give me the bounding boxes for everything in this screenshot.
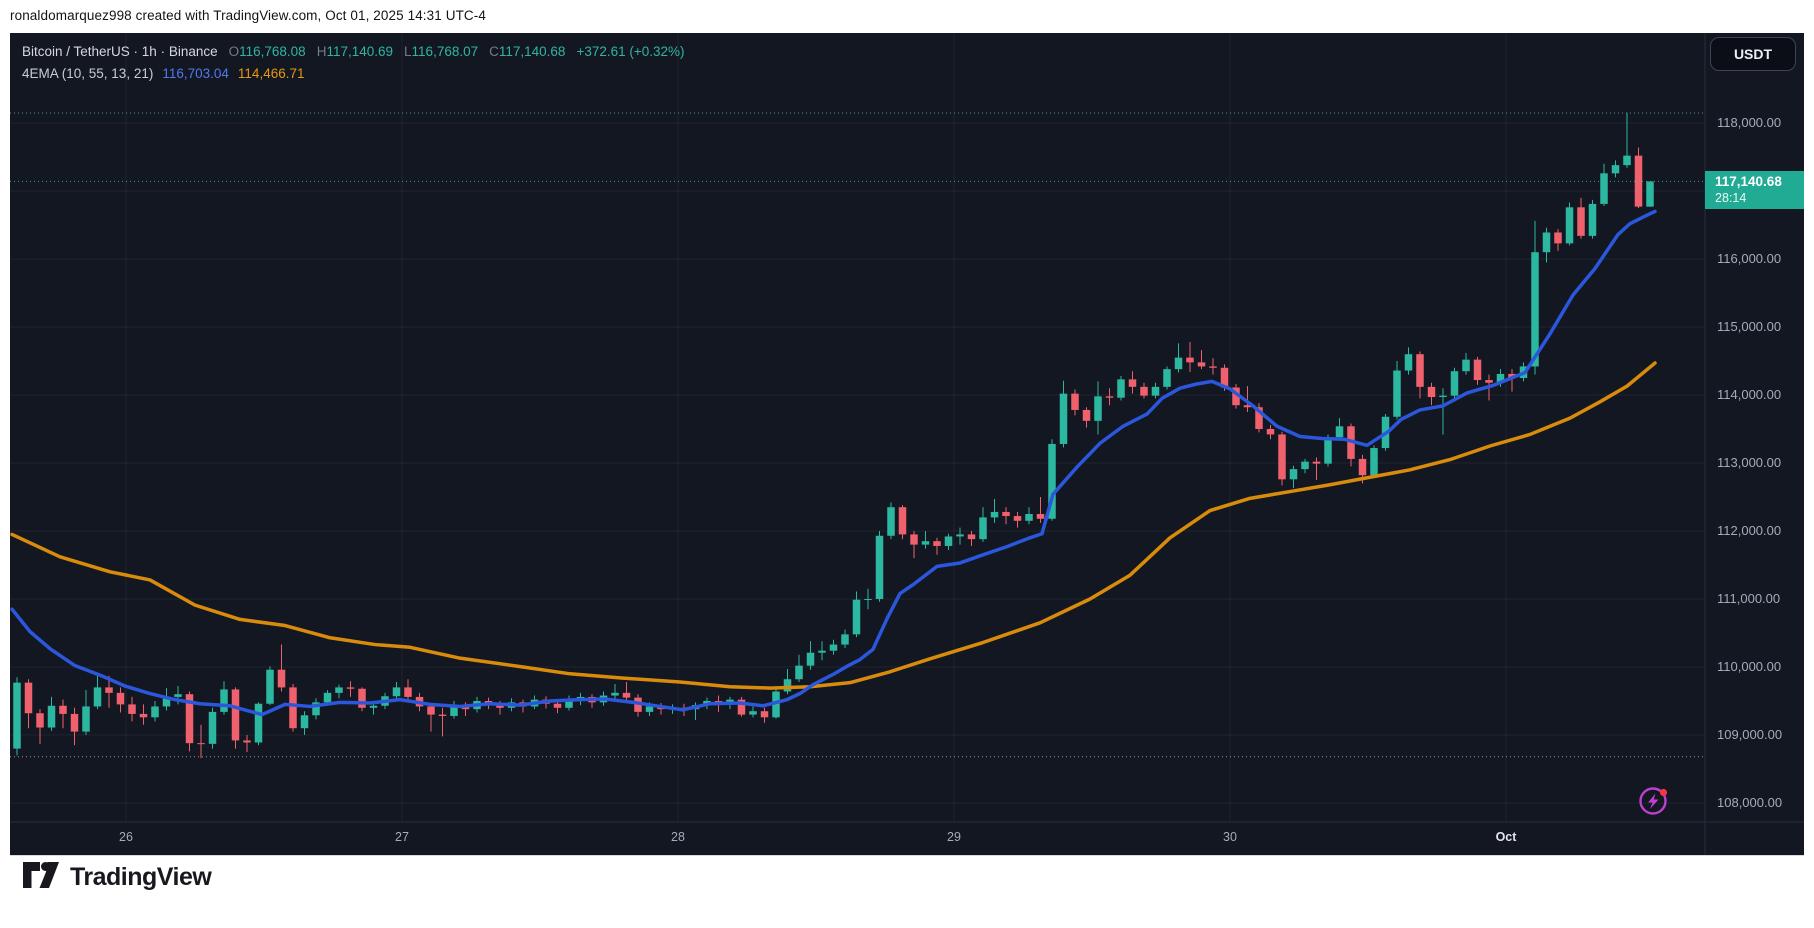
indicator-row: 4EMA (10, 55, 13, 21) 116,703.04 114,466… bbox=[22, 62, 685, 84]
price-tick-label: 114,000.00 bbox=[1717, 387, 1782, 402]
time-tick-label: 26 bbox=[119, 830, 133, 844]
price-tick-label: 110,000.00 bbox=[1717, 659, 1782, 674]
ohlc-open: O116,768.08 bbox=[228, 43, 306, 59]
chart-plot-area[interactable] bbox=[10, 33, 1804, 855]
price-tick-label: 109,000.00 bbox=[1717, 727, 1783, 742]
last-price-label: 117,140.68 28:14 bbox=[1705, 171, 1804, 210]
ema-line-blue[interactable] bbox=[10, 209, 1657, 717]
flash-ideas-icon[interactable] bbox=[1636, 783, 1672, 819]
price-change: +372.61 (+0.32%) bbox=[576, 43, 685, 59]
symbol-title[interactable]: Bitcoin / TetherUS · 1h · Binance bbox=[22, 43, 218, 59]
ohlc-low: L116,768.07 bbox=[404, 43, 479, 59]
chart-container: Bitcoin / TetherUS · 1h · Binance O116,7… bbox=[10, 33, 1804, 856]
tradingview-logo[interactable]: TradingView bbox=[22, 860, 212, 895]
indicator-value-blue: 116,703.04 bbox=[162, 65, 229, 81]
time-tick-label: 27 bbox=[395, 830, 409, 844]
price-tick-label: 115,000.00 bbox=[1717, 319, 1782, 334]
attribution-text: ronaldomarquez998 created with TradingVi… bbox=[10, 8, 486, 23]
price-tick-label: 112,000.00 bbox=[1717, 523, 1782, 538]
indicator-name[interactable]: 4EMA (10, 55, 13, 21) bbox=[22, 65, 154, 81]
price-tick-label: 113,000.00 bbox=[1717, 455, 1782, 470]
chart-legend: Bitcoin / TetherUS · 1h · Binance O116,7… bbox=[22, 40, 685, 84]
time-tick-label: 29 bbox=[947, 830, 961, 844]
price-tick-label: 111,000.00 bbox=[1717, 591, 1781, 606]
price-tick-label: 108,000.00 bbox=[1717, 795, 1783, 810]
candlestick-series bbox=[13, 112, 1654, 759]
symbol-ohlc-row: Bitcoin / TetherUS · 1h · Binance O116,7… bbox=[22, 40, 685, 62]
last-price-value: 117,140.68 bbox=[1715, 174, 1782, 190]
ema-line-orange[interactable] bbox=[10, 361, 1657, 690]
time-tick-label: 28 bbox=[671, 830, 685, 844]
tradingview-logo-text: TradingView bbox=[70, 863, 212, 891]
bar-countdown: 28:14 bbox=[1715, 191, 1747, 206]
price-tick-label: 118,000.00 bbox=[1717, 115, 1782, 130]
price-axis[interactable]: 117,140.68 28:14 118,000.00 116,000.00 115… bbox=[1705, 33, 1804, 822]
time-axis[interactable]: 26 27 28 29 30 Oct bbox=[10, 822, 1804, 855]
price-tick-label: 116,000.00 bbox=[1717, 251, 1782, 266]
time-tick-label: 30 bbox=[1223, 830, 1237, 844]
indicator-value-orange: 114,466.71 bbox=[237, 65, 305, 81]
currency-toggle-button[interactable]: USDT bbox=[1710, 37, 1796, 71]
ohlc-high: H117,140.69 bbox=[316, 43, 394, 59]
ohlc-close: C117,140.68 bbox=[489, 43, 566, 59]
time-tick-label: Oct bbox=[1495, 830, 1517, 844]
tradingview-logo-icon bbox=[22, 860, 60, 895]
